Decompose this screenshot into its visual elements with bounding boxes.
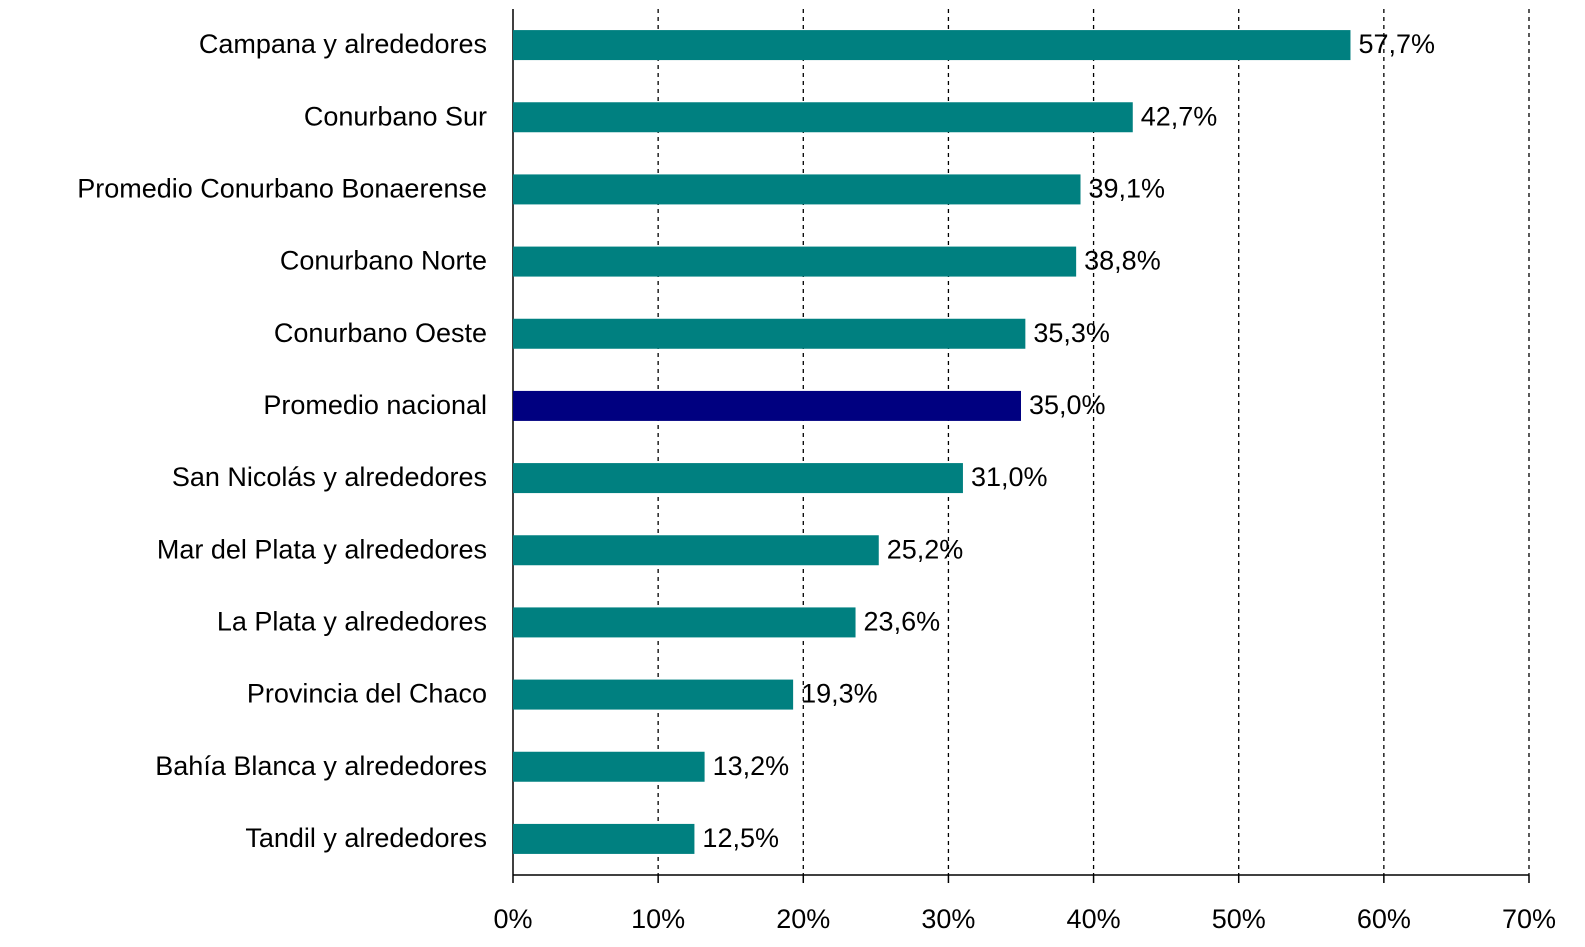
- bar: [513, 102, 1133, 133]
- bar: [513, 246, 1077, 277]
- y-tick-label: Provincia del Chaco: [247, 679, 487, 709]
- y-tick-label: Conurbano Sur: [304, 101, 487, 131]
- bar: [513, 823, 695, 854]
- bar: [513, 751, 705, 782]
- x-tick-label: 60%: [1357, 904, 1411, 934]
- y-tick-label: Campana y alrededores: [199, 29, 487, 59]
- y-tick-label: Tandil y alrededores: [245, 823, 487, 853]
- x-tick-label: 30%: [921, 904, 975, 934]
- x-tick-label: 10%: [631, 904, 685, 934]
- value-label: 13,2%: [713, 751, 790, 781]
- value-label: 57,7%: [1358, 29, 1435, 59]
- bar: [513, 463, 963, 494]
- y-tick-label: Conurbano Norte: [280, 246, 487, 276]
- x-tick-label: 40%: [1067, 904, 1121, 934]
- value-label: 19,3%: [801, 679, 878, 709]
- value-label: 38,8%: [1084, 246, 1161, 276]
- value-label: 39,1%: [1089, 174, 1166, 204]
- bar: [513, 318, 1026, 349]
- value-label: 31,0%: [971, 462, 1048, 492]
- y-tick-label: Promedio nacional: [263, 390, 487, 420]
- y-tick-label: La Plata y alrededores: [217, 607, 487, 637]
- value-label: 12,5%: [702, 823, 779, 853]
- x-tick-label: 50%: [1212, 904, 1266, 934]
- bar: [513, 390, 1021, 421]
- y-tick-label: Bahía Blanca y alrededores: [155, 751, 487, 781]
- x-tick-label: 70%: [1502, 904, 1556, 934]
- bar: [513, 607, 856, 638]
- y-tick-label: Conurbano Oeste: [274, 318, 487, 348]
- value-label: 35,0%: [1029, 390, 1106, 420]
- y-tick-label: Mar del Plata y alrededores: [157, 534, 487, 564]
- x-tick-label: 20%: [776, 904, 830, 934]
- y-tick-label: Promedio Conurbano Bonaerense: [77, 174, 487, 204]
- value-label: 35,3%: [1033, 318, 1110, 348]
- bar: [513, 174, 1081, 205]
- value-label: 25,2%: [887, 534, 964, 564]
- value-label: 23,6%: [864, 607, 941, 637]
- y-tick-label: San Nicolás y alrededores: [172, 462, 487, 492]
- bar: [513, 679, 794, 710]
- value-label: 42,7%: [1141, 101, 1218, 131]
- x-tick-label: 0%: [493, 904, 532, 934]
- bar: [513, 535, 879, 566]
- bar: [513, 30, 1351, 61]
